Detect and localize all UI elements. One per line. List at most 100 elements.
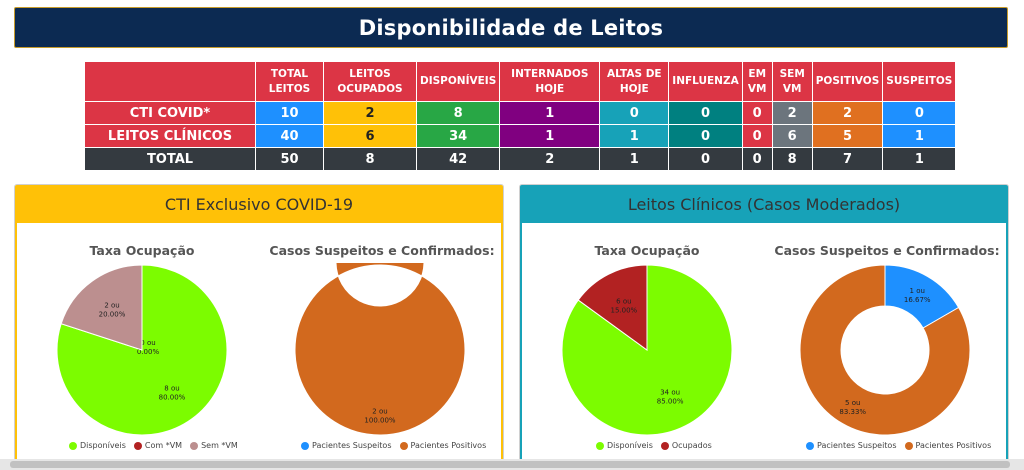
table-corner xyxy=(84,61,256,102)
panel-leitos-clinicos: Leitos Clínicos (Casos Moderados) Taxa O… xyxy=(519,184,1009,462)
donut-chart-cases: 1 ou 16.67% 5 ou 83.33% xyxy=(799,264,971,436)
table-cell: 0 xyxy=(668,147,743,171)
slice-label-sem-vm: 2 ou 20.00% xyxy=(99,302,126,319)
col-header-internados-hoje: INTERNADOS HOJE xyxy=(499,61,601,102)
chart-legend: Disponíveis Com *VM Sem *VM xyxy=(69,441,238,450)
title-bar: Disponibilidade de Leitos xyxy=(14,7,1008,48)
col-header-sem-vm: SEM VM xyxy=(771,61,813,102)
table-cell: 0 xyxy=(668,101,743,125)
horizontal-scrollbar[interactable] xyxy=(0,459,1024,470)
slice-label-ocupados: 6 ou 15.00% xyxy=(610,298,637,315)
panel-header: Leitos Clínicos (Casos Moderados) xyxy=(520,185,1008,223)
chart-legend: Pacientes Suspeitos Pacientes Positivos xyxy=(806,441,991,450)
legend-item-com-vm[interactable]: Com *VM xyxy=(133,441,183,450)
col-header-total-leitos: TOTAL LEITOS xyxy=(255,61,324,102)
legend-item-disponiveis[interactable]: Disponíveis xyxy=(596,441,653,450)
legend-label: Ocupados xyxy=(671,441,712,450)
col-header-influenza: INFLUENZA xyxy=(668,61,743,102)
legend-label: Disponíveis xyxy=(80,441,126,450)
panel-cti-covid: CTI Exclusivo COVID-19 Taxa Ocupação 8 o… xyxy=(14,184,504,462)
slice-pacientes-positivos[interactable] xyxy=(799,264,971,436)
table-cell: 1 xyxy=(499,124,601,148)
slice-label-pacientes-positivos: 5 ou 83.33% xyxy=(839,399,866,416)
table-cell: 2 xyxy=(811,101,884,125)
row-label: LEITOS CLÍNICOS xyxy=(84,124,256,148)
legend-item-pacientes-positivos[interactable]: Pacientes Positivos xyxy=(399,441,487,450)
slice-label-pacientes-suspeitos: 1 ou 16.67% xyxy=(904,287,931,304)
table-cell: 5 xyxy=(811,124,884,148)
table-header-row: TOTAL LEITOS LEITOS OCUPADOS DISPONÍVEIS… xyxy=(84,61,957,102)
legend-swatch xyxy=(806,441,814,450)
panel-body: Taxa Ocupação 34 ou 85.00% 6 ou 15.00% Disp… xyxy=(520,223,1008,461)
page-title: Disponibilidade de Leitos xyxy=(358,15,664,40)
slice-pacientes-positivos[interactable] xyxy=(294,263,466,436)
legend-swatch xyxy=(190,441,199,450)
col-header-em-vm: EM VM xyxy=(741,61,773,102)
legend-swatch xyxy=(904,441,913,450)
col-header-altas-de-hoje: ALTAS DE HOJE xyxy=(599,61,670,102)
legend-label: Pacientes Suspeitos xyxy=(312,441,392,450)
table-cell: 0 xyxy=(741,101,773,125)
table-row-cti-covid: CTI COVID* 10 2 8 1 0 0 0 2 2 0 xyxy=(84,101,957,125)
table-cell: 42 xyxy=(415,147,501,171)
table-cell: 0 xyxy=(741,147,773,171)
chart-title-cases: Casos Suspeitos e Confirmados: xyxy=(269,243,495,258)
table-cell: 8 xyxy=(323,147,417,171)
table-cell: 7 xyxy=(811,147,884,171)
table-row-total: TOTAL 50 8 42 2 1 0 0 8 7 1 xyxy=(84,147,957,171)
legend-swatch xyxy=(660,441,669,450)
table-cell: 1 xyxy=(599,124,670,148)
table-cell: 8 xyxy=(771,147,813,171)
scrollbar-thumb[interactable] xyxy=(10,461,1010,468)
table-cell: 0 xyxy=(668,124,743,148)
chart-title-occupancy: Taxa Ocupação xyxy=(89,243,195,258)
table-cell: 2 xyxy=(771,101,813,125)
legend-swatch xyxy=(301,441,309,450)
legend-label: Com *VM xyxy=(144,441,183,450)
table-cell: 6 xyxy=(323,124,417,148)
legend-item-pacientes-suspeitos[interactable]: Pacientes Suspeitos xyxy=(806,441,897,450)
col-header-positivos: POSITIVOS xyxy=(811,61,884,102)
legend-swatch xyxy=(69,441,77,450)
pie-chart-occupancy: 8 ou 80.00% 0 ou 0.00% 2 ou 20.00% xyxy=(56,264,228,436)
chart-legend: Pacientes Suspeitos Pacientes Positivos xyxy=(301,441,486,450)
legend-item-pacientes-suspeitos[interactable]: Pacientes Suspeitos xyxy=(301,441,392,450)
table-cell: 0 xyxy=(882,101,957,125)
chart-legend: Disponíveis Ocupados xyxy=(596,441,712,450)
legend-item-pacientes-positivos[interactable]: Pacientes Positivos xyxy=(904,441,991,450)
panel-header: CTI Exclusivo COVID-19 xyxy=(15,185,503,223)
slice-label-com-vm: 0 ou 0.00% xyxy=(137,339,160,356)
table-cell: 34 xyxy=(415,124,501,148)
pie-chart-occupancy: 34 ou 85.00% 6 ou 15.00% xyxy=(561,264,733,436)
legend-item-sem-vm[interactable]: Sem *VM xyxy=(190,441,238,450)
legend-swatch xyxy=(399,441,408,450)
col-header-disponiveis: DISPONÍVEIS xyxy=(415,61,501,102)
table-cell: 0 xyxy=(741,124,773,148)
row-label: TOTAL xyxy=(84,147,256,171)
col-header-leitos-ocupados: LEITOS OCUPADOS xyxy=(323,61,417,102)
legend-label: Sem *VM xyxy=(201,441,238,450)
table-cell: 6 xyxy=(771,124,813,148)
beds-table: TOTAL LEITOS LEITOS OCUPADOS DISPONÍVEIS… xyxy=(84,61,957,171)
table-cell: 1 xyxy=(499,101,601,125)
col-header-suspeitos: SUSPEITOS xyxy=(882,61,957,102)
legend-item-disponiveis[interactable]: Disponíveis xyxy=(69,441,126,450)
table-cell: 2 xyxy=(323,101,417,125)
legend-label: Pacientes Positivos xyxy=(410,441,487,450)
chart-title-occupancy: Taxa Ocupação xyxy=(594,243,700,258)
legend-item-ocupados[interactable]: Ocupados xyxy=(660,441,712,450)
table-cell: 1 xyxy=(882,147,957,171)
table-cell: 1 xyxy=(599,147,670,171)
legend-swatch xyxy=(133,441,142,450)
table-row-leitos-clinicos: LEITOS CLÍNICOS 40 6 34 1 1 0 0 6 5 1 xyxy=(84,124,957,148)
slice-ocupados[interactable] xyxy=(577,264,648,351)
slice-sem-vm[interactable] xyxy=(60,264,143,351)
table-cell: 1 xyxy=(882,124,957,148)
table-cell: 8 xyxy=(415,101,501,125)
slice-label-pacientes-positivos: 2 ou 100.00% xyxy=(364,408,395,425)
table-cell: 50 xyxy=(255,147,324,171)
slice-label-disponiveis: 34 ou 85.00% xyxy=(657,388,684,405)
table-cell: 40 xyxy=(255,124,324,148)
legend-label: Pacientes Suspeitos xyxy=(817,441,897,450)
